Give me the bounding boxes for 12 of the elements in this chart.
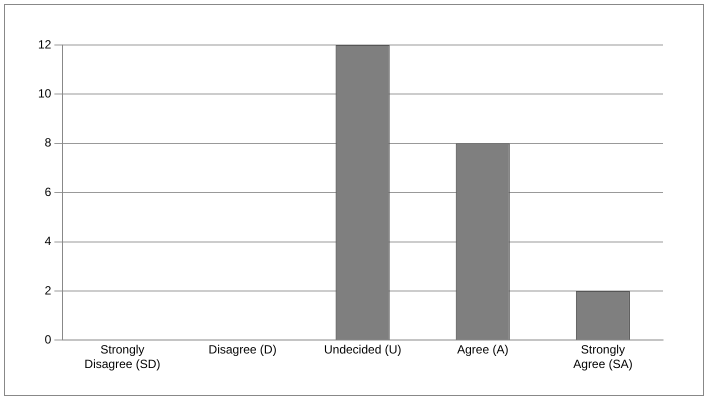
y-tick-label: 0 bbox=[44, 332, 52, 347]
x-tick-label: Disagree (D) bbox=[208, 342, 277, 357]
y-tick-label: 2 bbox=[44, 283, 52, 298]
x-tick-label: Agree (A) bbox=[457, 342, 508, 357]
x-tick-label: Strongly Agree (SA) bbox=[573, 342, 633, 372]
x-tick-label: Strongly Disagree (SD) bbox=[84, 342, 160, 372]
y-tick-label: 4 bbox=[44, 234, 52, 248]
x-tick-label: Undecided (U) bbox=[324, 342, 402, 357]
y-tick-label: 10 bbox=[38, 86, 52, 101]
y-tick-label: 8 bbox=[44, 136, 52, 150]
y-tick-label: 12 bbox=[38, 37, 52, 52]
y-tick-label: 6 bbox=[44, 184, 52, 199]
